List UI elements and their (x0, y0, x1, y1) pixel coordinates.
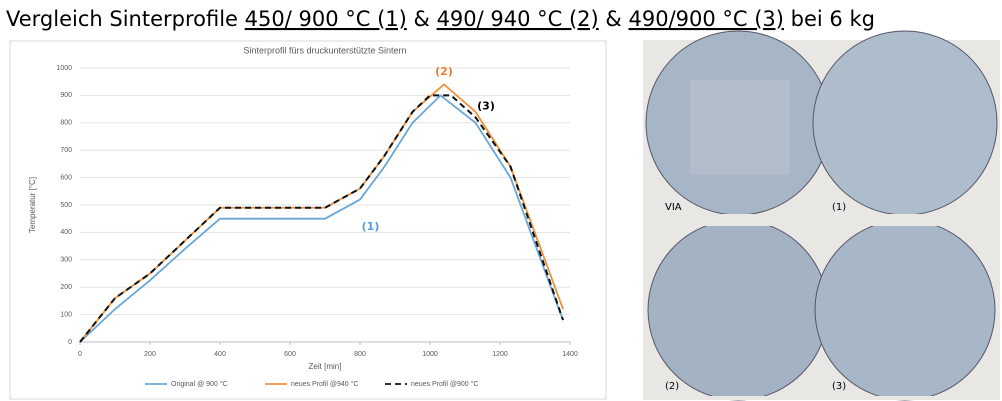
x-tick-label: 1200 (492, 351, 508, 358)
legend-label: neues Profil @900 °C (411, 380, 479, 388)
y-tick-label: 0 (68, 339, 72, 346)
annotation: (2) (435, 65, 453, 78)
y-tick-label: 300 (60, 257, 72, 264)
photo-labels: VIA (1) (2) (3) (665, 202, 846, 392)
y-tick-label: 400 (60, 229, 72, 236)
series-line (79, 83, 564, 343)
x-axis-label: Zeit [min] (309, 362, 342, 371)
slide-title: Vergleich Sinterprofile 450/ 900 °C (1) … (6, 7, 875, 31)
title-part: bei 6 kg (784, 7, 875, 31)
title-part: & (599, 7, 629, 31)
chart-frame (9, 40, 607, 400)
photo-label: VIA (665, 202, 682, 213)
x-tick-label: 0 (78, 351, 82, 358)
flat-cut (643, 214, 1000, 226)
flat-cut (643, 396, 1000, 400)
annotation: (1) (362, 220, 380, 233)
title-part: 490/ 940 °C (2) (437, 7, 599, 31)
wafer (647, 219, 829, 401)
photo-label: (3) (832, 381, 846, 392)
y-tick-label: 1000 (56, 65, 72, 72)
y-tick-label: 100 (60, 311, 72, 318)
y-tick-label: 200 (60, 284, 72, 291)
y-axis-label: Temperatur [°C] (28, 177, 37, 233)
photo-label: (1) (832, 202, 846, 213)
via-pattern (690, 80, 790, 175)
chart-title: Sinterprofil fürs druckunterstützte Sint… (243, 45, 406, 55)
y-tick-label: 800 (60, 120, 72, 127)
x-tick-label: 1000 (422, 351, 438, 358)
title-part: 490/900 °C (3) (628, 7, 784, 31)
title-part: Vergleich Sinterprofile (6, 7, 245, 31)
y-tick-label: 900 (60, 92, 72, 99)
photo-label: (2) (665, 381, 679, 392)
x-tick-label: 600 (284, 351, 296, 358)
annotation: (3) (477, 99, 495, 112)
y-tick-label: 500 (60, 202, 72, 209)
title-part: & (407, 7, 437, 31)
x-tick-label: 400 (214, 351, 226, 358)
x-tick-label: 1400 (562, 351, 578, 358)
legend-label: Original @ 900 °C (171, 380, 228, 388)
y-tick-label: 700 (60, 147, 72, 154)
wafers (643, 30, 1000, 401)
y-tick-label: 600 (60, 174, 72, 181)
series-line (79, 94, 564, 343)
legend-label: neues Profil @940 °C (291, 380, 359, 388)
series-line (79, 94, 564, 343)
wafer (812, 30, 998, 216)
title-part: 450/ 900 °C (1) (245, 7, 407, 31)
x-tick-label: 200 (144, 351, 156, 358)
wafer (814, 219, 996, 401)
x-tick-label: 800 (354, 351, 366, 358)
